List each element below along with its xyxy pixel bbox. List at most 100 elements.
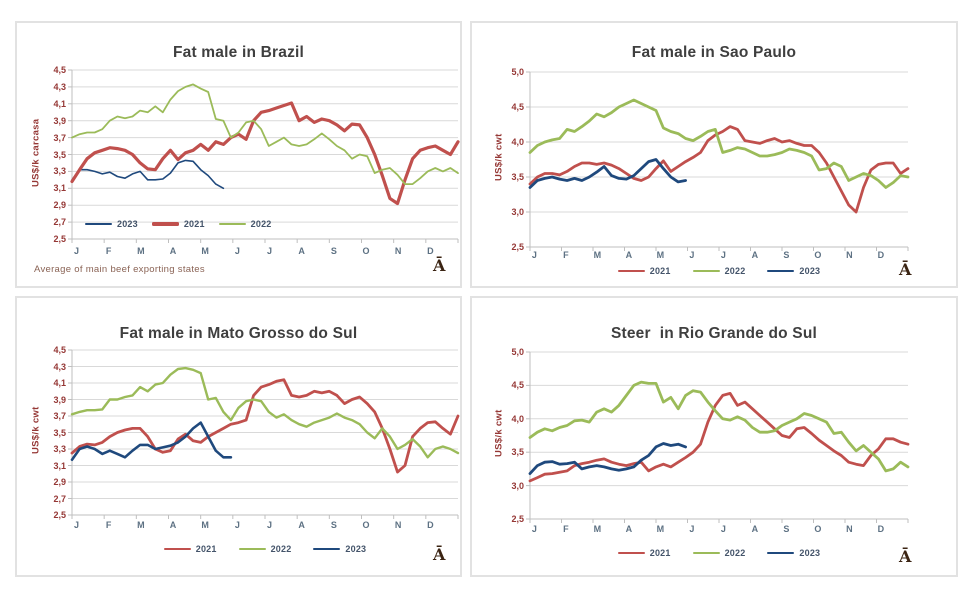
plot-area: 5,0 4,5 4,0 3,5 3,0 2,5 J F M A M J J A S O N D bbox=[472, 298, 956, 575]
series-line-2023 bbox=[70, 421, 233, 461]
x-month-label: J bbox=[720, 524, 726, 534]
y-tick-label: 3,0 bbox=[511, 480, 524, 491]
x-month-label: D bbox=[427, 246, 434, 256]
y-tick-label: 4,0 bbox=[511, 413, 524, 424]
y-tick-label: 5,0 bbox=[511, 347, 524, 357]
legend-swatch bbox=[767, 269, 795, 273]
plot-area: 4,5 4,3 4,1 3,9 3,7 3,5 3,3 3,1 2,9 2,7 2,5 J F M A M J J… bbox=[17, 298, 460, 575]
x-month-label: O bbox=[814, 250, 822, 260]
legend-swatch bbox=[692, 551, 720, 555]
y-tick-label: 3,3 bbox=[53, 444, 66, 454]
y-tick-label: 4,3 bbox=[53, 361, 66, 372]
x-month-label: M bbox=[656, 250, 665, 260]
x-month-label: M bbox=[593, 524, 602, 534]
y-tick-label: 2,9 bbox=[53, 200, 66, 211]
x-month-label: D bbox=[427, 520, 434, 530]
series-line-2022 bbox=[528, 98, 910, 189]
legend-item-2023: 2023 bbox=[767, 266, 820, 276]
series-line-2022 bbox=[71, 83, 459, 186]
x-month-label: J bbox=[689, 250, 695, 260]
chart-title: Fat male in Mato Grosso do Sul bbox=[119, 324, 358, 342]
chart-panel-sao-paulo: Fat male in Sao Paulo US$/k cwt 5,0 4,5 4,… bbox=[470, 21, 958, 288]
x-month-label: S bbox=[783, 524, 790, 534]
y-tick-label: 2,5 bbox=[511, 514, 524, 524]
legend-swatch bbox=[313, 547, 341, 551]
y-tick-label: 3,5 bbox=[511, 447, 524, 458]
x-month-label: F bbox=[105, 520, 112, 530]
plot-canvas bbox=[68, 69, 460, 243]
legend-label: 2021 bbox=[195, 544, 217, 554]
x-month-label: J bbox=[531, 250, 537, 260]
legend-swatch bbox=[767, 551, 795, 555]
legend-label: 2022 bbox=[724, 266, 746, 276]
legend-item-2023: 2023 bbox=[85, 219, 138, 229]
y-tick-label: 3,3 bbox=[53, 166, 66, 177]
x-month-label: J bbox=[266, 520, 272, 530]
x-month-label: M bbox=[656, 524, 665, 534]
x-month-label: N bbox=[394, 520, 402, 530]
x-month-label: A bbox=[169, 246, 177, 256]
legend-item-2023: 2023 bbox=[767, 548, 820, 558]
chart-panel-rio-grande-do-sul: Steer in Rio Grande do Sul US$/k cwt 5,0… bbox=[470, 296, 958, 577]
logo-glyph-a-macron: Ā bbox=[899, 260, 912, 279]
x-month-label: A bbox=[625, 524, 633, 534]
plot-canvas bbox=[526, 71, 910, 251]
y-tick-label: 4,5 bbox=[53, 65, 66, 75]
chart-note: Average of main beef exporting states bbox=[34, 264, 205, 275]
x-month-label: A bbox=[751, 250, 759, 260]
x-month-label: D bbox=[877, 524, 885, 534]
y-tick-label: 3,5 bbox=[53, 427, 66, 438]
y-tick-label: 3,9 bbox=[53, 394, 66, 405]
x-month-label: O bbox=[362, 246, 370, 256]
plot-canvas bbox=[526, 351, 910, 523]
y-tick-label: 5,0 bbox=[511, 67, 524, 77]
series-line-2021 bbox=[528, 125, 910, 214]
legend-item-2021: 2021 bbox=[617, 548, 671, 558]
logo-glyph-a-macron: Ā bbox=[899, 547, 912, 566]
x-month-label: F bbox=[563, 524, 569, 534]
legend-label: 2023 bbox=[345, 544, 367, 554]
legend: 2021 2022 2023 bbox=[72, 544, 458, 554]
x-month-label: M bbox=[593, 250, 602, 260]
y-tick-label: 3,7 bbox=[53, 411, 66, 421]
y-tick-label: 2,5 bbox=[511, 242, 524, 252]
series-line-2021 bbox=[70, 378, 460, 474]
x-month-label: F bbox=[105, 246, 112, 256]
y-tick-label: 2,9 bbox=[53, 477, 66, 487]
chart-panel-mato-grosso-do-sul: Fat male in Mato Grosso do Sul US$/k cwt… bbox=[15, 296, 462, 577]
y-tick-label: 3,9 bbox=[53, 115, 66, 126]
y-tick-label: 4,5 bbox=[511, 380, 524, 391]
legend-item-2022: 2022 bbox=[218, 219, 272, 229]
plot-area: 5,0 4,5 4,0 3,5 3,0 2,5 J F M A M J J A S O N D bbox=[472, 23, 956, 286]
y-tick-label: 3,1 bbox=[53, 460, 66, 471]
legend-item-2022: 2022 bbox=[692, 266, 746, 276]
x-month-label: J bbox=[720, 250, 726, 260]
legend-swatch bbox=[218, 222, 246, 226]
x-month-label: N bbox=[394, 246, 402, 256]
chart-title: Fat male in Sao Paulo bbox=[631, 43, 797, 61]
x-month-label: A bbox=[298, 520, 305, 530]
y-tick-label: 3,5 bbox=[53, 149, 66, 160]
legend-item-2021: 2021 bbox=[617, 266, 671, 276]
legend-label: 2022 bbox=[250, 219, 272, 229]
x-month-label: M bbox=[137, 246, 145, 256]
legend-item-2022: 2022 bbox=[692, 548, 746, 558]
y-tick-label: 2,7 bbox=[53, 217, 66, 228]
legend-item-2021: 2021 bbox=[151, 219, 205, 229]
legend: 2021 2022 2023 bbox=[530, 266, 908, 276]
legend-label: 2021 bbox=[649, 548, 671, 558]
x-month-label: O bbox=[814, 524, 822, 534]
legend-item-2021: 2021 bbox=[163, 544, 217, 554]
series-line-2023 bbox=[528, 442, 688, 476]
chart-title: Steer in Rio Grande do Sul bbox=[610, 324, 818, 342]
y-tick-label: 4,5 bbox=[53, 345, 66, 355]
y-tick-label: 3,0 bbox=[511, 207, 524, 217]
x-month-label: M bbox=[137, 520, 145, 530]
y-tick-label: 2,5 bbox=[53, 234, 66, 244]
x-month-label: J bbox=[73, 246, 79, 256]
y-tick-label: 4,5 bbox=[511, 102, 524, 112]
y-tick-label: 2,5 bbox=[53, 510, 66, 520]
legend: 2021 2022 2023 bbox=[530, 548, 908, 558]
series-line-2021 bbox=[528, 392, 910, 483]
legend-item-2023: 2023 bbox=[313, 544, 366, 554]
